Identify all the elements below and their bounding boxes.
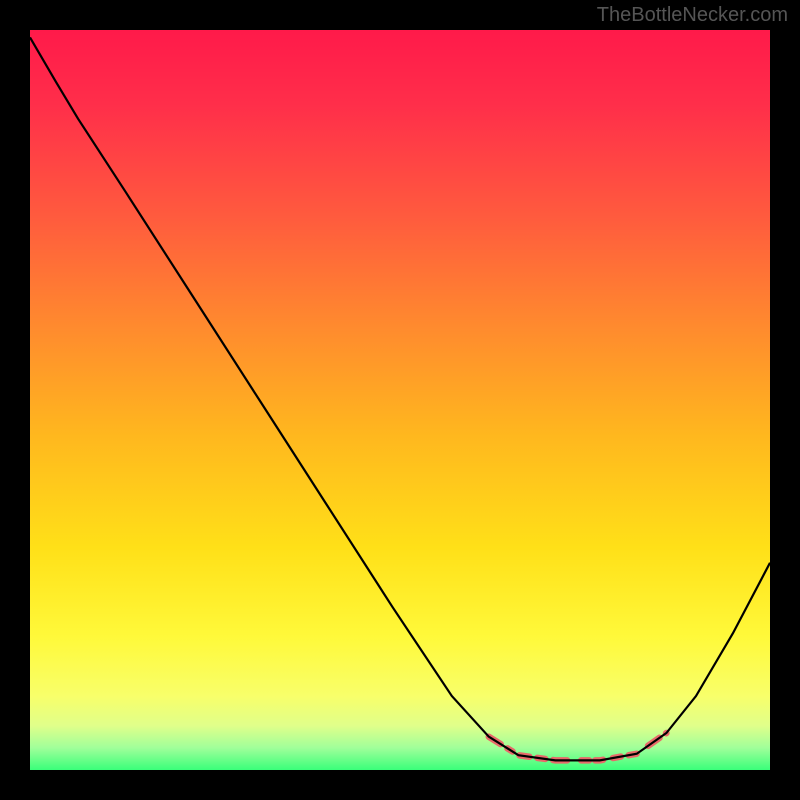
plot-area (30, 30, 770, 770)
bottleneck-line (30, 37, 770, 760)
bottleneck-curve (30, 30, 770, 770)
watermark-text: TheBottleNecker.com (597, 4, 788, 27)
optimal-range-highlight (489, 733, 667, 760)
